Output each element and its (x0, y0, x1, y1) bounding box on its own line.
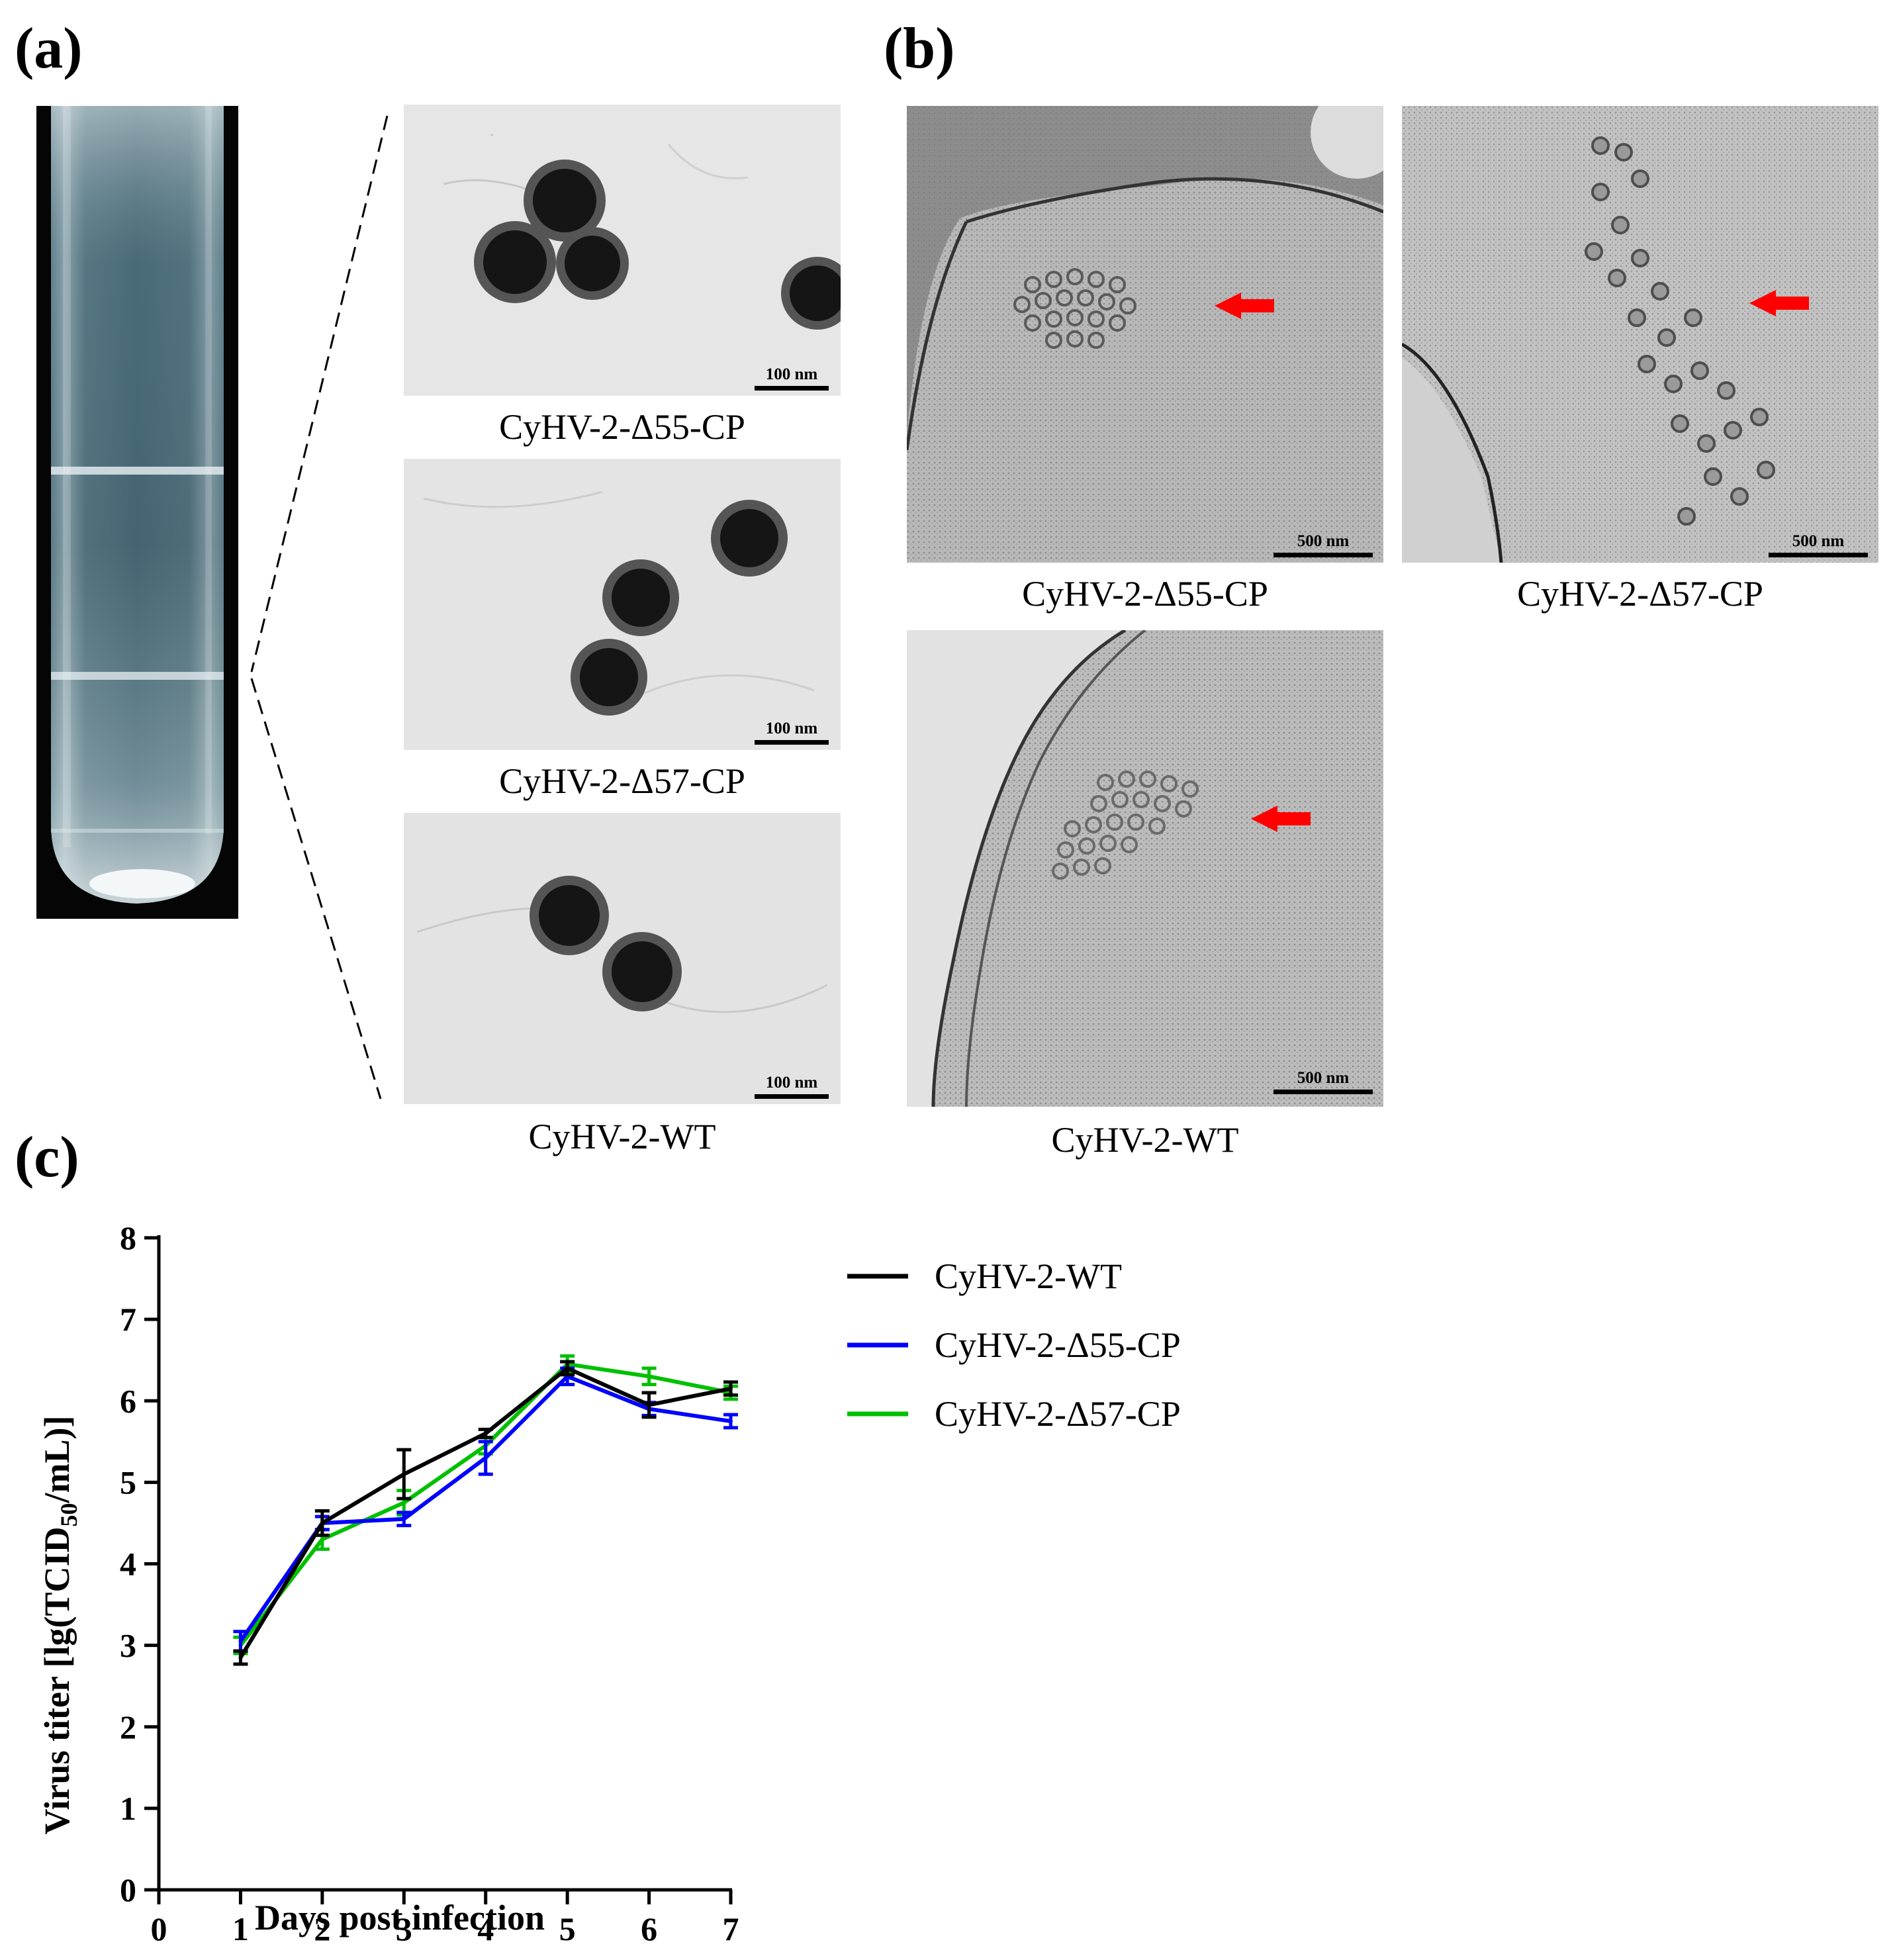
x-tick-label: 4 (477, 1910, 494, 1947)
y-tick-label: 5 (120, 1464, 136, 1501)
zoom-lines (250, 115, 389, 1099)
data-point (729, 1419, 733, 1424)
scale-bar-label: 100 nm (765, 720, 818, 737)
series-1 (233, 1360, 738, 1666)
data-point (565, 1366, 570, 1370)
panel-label-b: (b) (884, 17, 955, 81)
tem-image-a1 (404, 105, 841, 396)
series-2 (233, 1366, 738, 1653)
y-tick-label: 6 (120, 1382, 136, 1419)
scale-bar-b2: 500 nm (1769, 532, 1868, 557)
data-point (320, 1537, 324, 1542)
tem-image-a3 (404, 813, 841, 1104)
y-tick-label: 1 (120, 1790, 136, 1827)
x-axis-label: Days post infection (255, 1898, 545, 1937)
caption-b3: CyHV-2-WT (1051, 1120, 1239, 1160)
scale-bar-a2: 100 nm (755, 720, 829, 745)
x-tick-label: 0 (151, 1910, 167, 1947)
data-point (238, 1639, 243, 1644)
x-tick-label: 2 (314, 1910, 330, 1947)
y-axis-label-subscript: 50 (56, 1503, 82, 1527)
scale-bar-a3: 100 nm (755, 1074, 829, 1099)
data-point (647, 1374, 651, 1379)
panel-label-c: (c) (15, 1125, 79, 1190)
data-point (729, 1386, 733, 1391)
caption-a1: CyHV-2-Δ55-CP (499, 407, 745, 447)
legend-label: CyHV-2-Δ57-CP (935, 1394, 1181, 1434)
y-axis-label-end: /mL)] (37, 1416, 77, 1504)
scale-bar-label: 100 nm (765, 1074, 818, 1092)
growth-curve-chart: 0 1 2 3 4 5 6 7 8 0 1 2 3 4 5 6 7 CyHV-2-WT CyHV-2-Δ55-CP… (37, 1219, 1181, 1947)
y-tick-label: 7 (120, 1301, 136, 1338)
data-point (647, 1403, 651, 1407)
chart-ticks: 0 1 2 3 4 5 6 7 8 0 1 2 3 4 5 6 7 (120, 1219, 739, 1947)
data-point (483, 1456, 488, 1460)
x-tick-label: 6 (641, 1910, 657, 1947)
scale-bar-b3: 500 nm (1273, 1069, 1373, 1094)
gradient-tube-photo (36, 106, 238, 919)
scale-bar-label: 500 nm (1792, 532, 1845, 550)
legend-label: CyHV-2-WT (935, 1256, 1122, 1296)
tem-section-b2 (1402, 106, 1878, 563)
data-point (402, 1501, 406, 1505)
y-axis-label: Virus titer [lg(TCID50/mL)] (37, 1416, 82, 1835)
y-axis-label-main: Virus titer [lg(TCID (37, 1527, 77, 1835)
y-tick-label: 4 (120, 1546, 136, 1583)
panel-label-a: (a) (15, 17, 83, 81)
caption-a3: CyHV-2-WT (528, 1117, 716, 1156)
caption-b2: CyHV-2-Δ57-CP (1517, 574, 1763, 614)
chart-axes (157, 1235, 732, 1892)
series-line (239, 1362, 731, 1647)
y-tick-label: 8 (120, 1219, 136, 1256)
caption-b1: CyHV-2-Δ55-CP (1022, 574, 1268, 614)
tem-image-a2 (404, 459, 841, 750)
x-tick-label: 5 (559, 1910, 576, 1947)
data-point (402, 1472, 406, 1477)
chart-legend: CyHV-2-WT CyHV-2-Δ55-CP CyHV-2-Δ57-CP (847, 1256, 1181, 1434)
x-tick-label: 3 (396, 1910, 412, 1947)
scale-bar-a1: 100 nm (755, 365, 829, 391)
tem-section-b1 (907, 106, 1383, 563)
scale-bar-b1: 500 nm (1273, 532, 1373, 557)
chart-series (233, 1354, 738, 1666)
series-line (238, 1374, 731, 1643)
data-point (402, 1517, 406, 1521)
x-tick-label: 1 (232, 1910, 249, 1947)
scale-bar-label: 500 nm (1297, 532, 1350, 550)
y-tick-label: 3 (120, 1627, 136, 1664)
y-tick-label: 0 (120, 1871, 136, 1908)
data-point (238, 1656, 243, 1660)
legend-label: CyHV-2-Δ55-CP (935, 1325, 1181, 1365)
x-tick-label: 7 (723, 1910, 739, 1947)
y-tick-label: 2 (120, 1708, 136, 1746)
scale-bar-label: 500 nm (1297, 1069, 1350, 1087)
data-point (320, 1520, 324, 1525)
caption-a2: CyHV-2-Δ57-CP (499, 761, 745, 801)
scale-bar-label: 100 nm (765, 365, 818, 383)
tem-section-b3 (907, 630, 1383, 1107)
data-point (483, 1431, 488, 1436)
